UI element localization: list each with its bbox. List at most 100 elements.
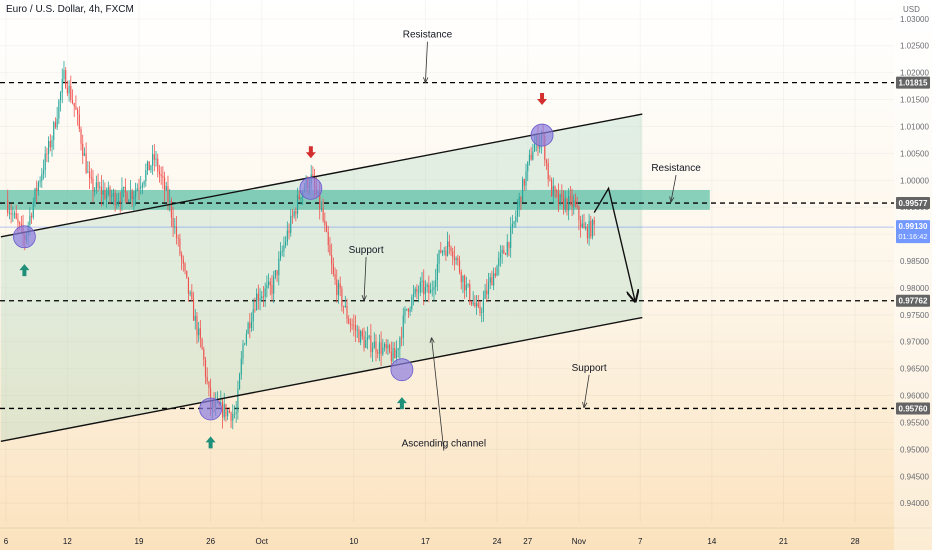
candle-body	[414, 288, 416, 294]
candle-body	[78, 114, 80, 129]
candle-body	[71, 99, 74, 103]
candle-body	[53, 122, 55, 141]
candle-body	[387, 344, 389, 349]
candle-body	[203, 349, 205, 360]
annotation-pointer	[671, 175, 677, 202]
candle-body	[170, 200, 172, 218]
y-tick-label: 1.00000	[900, 176, 929, 185]
candle-body	[464, 275, 466, 291]
candle-body	[291, 215, 294, 217]
candle-body	[129, 191, 132, 201]
candle-body	[578, 206, 580, 221]
candle-body	[455, 258, 457, 260]
x-tick-label: 28	[851, 537, 860, 546]
candle-body	[481, 312, 483, 313]
level-label-bg	[896, 197, 930, 210]
x-tick-label: 26	[206, 537, 215, 546]
candle-body	[581, 223, 583, 228]
candle-body	[361, 331, 363, 337]
candle-countdown-label: 01:16:42	[898, 232, 927, 241]
candle-body	[95, 182, 97, 190]
candle-body	[162, 176, 164, 178]
candle-body	[339, 283, 341, 289]
candle-body	[153, 154, 155, 160]
candle-body	[436, 263, 438, 281]
candle-body	[262, 296, 265, 298]
x-tick-label: 24	[493, 537, 502, 546]
candle-body	[12, 214, 14, 216]
candle-body	[107, 187, 109, 195]
price-axis-panel[interactable]	[894, 0, 932, 550]
candle-body	[138, 188, 140, 190]
candle-body	[380, 342, 382, 355]
candle-body	[554, 186, 556, 191]
candle-body	[242, 344, 244, 359]
candle-body	[32, 202, 34, 218]
candle-body	[148, 161, 150, 171]
candle-body	[286, 230, 288, 243]
y-tick-label: 0.96500	[900, 365, 929, 374]
candle-body	[511, 223, 513, 228]
candle-body	[562, 196, 565, 210]
candle-body	[250, 321, 253, 329]
annotation-pointer	[425, 41, 427, 83]
candle-body	[377, 352, 379, 354]
y-tick-label: 1.01000	[900, 122, 929, 131]
candle-body	[428, 284, 430, 294]
y-tick-label: 0.94000	[900, 499, 929, 508]
y-tick-label: 0.96000	[900, 392, 929, 401]
level-label-bg	[896, 76, 930, 89]
candle-body	[109, 187, 111, 197]
candle-body	[375, 341, 377, 353]
candle-body	[54, 122, 57, 128]
candle-body	[424, 286, 427, 295]
candle-body	[66, 88, 68, 94]
candle-body	[530, 154, 532, 160]
x-tick-label: 6	[4, 537, 9, 546]
candle-body	[189, 292, 191, 294]
candle-body	[528, 154, 531, 162]
y-tick-label: 0.95000	[900, 445, 929, 454]
arrow-up-icon	[19, 264, 30, 277]
touch-circle	[299, 176, 323, 200]
candle-body	[365, 340, 367, 348]
candle-body	[580, 220, 582, 228]
candle-body	[136, 188, 138, 191]
candle-body	[146, 161, 149, 171]
candle-body	[523, 179, 525, 186]
candle-body	[593, 219, 595, 225]
candle-body	[344, 305, 346, 308]
candle-body	[469, 284, 471, 302]
candle-body	[152, 154, 154, 166]
candle-body	[556, 190, 558, 193]
candle-body	[85, 153, 87, 173]
candle-body	[419, 281, 421, 292]
candle-body	[533, 144, 536, 152]
candle-body	[343, 306, 345, 308]
candle-body	[167, 186, 169, 203]
candle-body	[143, 181, 145, 185]
axis-currency-label: USD	[903, 5, 920, 14]
candle-body	[116, 201, 118, 206]
candle-body	[199, 328, 201, 339]
y-tick-label: 1.02000	[900, 69, 929, 78]
candle-body	[421, 280, 423, 282]
x-tick-label: 10	[349, 537, 358, 546]
candle-body	[295, 211, 297, 214]
candle-body	[239, 374, 241, 390]
y-tick-label: 0.94500	[900, 472, 929, 481]
candle-body	[474, 302, 476, 307]
candle-body	[112, 193, 114, 197]
candle-body	[196, 316, 198, 336]
candle-body	[300, 197, 302, 200]
y-tick-label: 0.97000	[900, 338, 929, 347]
candle-body	[443, 250, 445, 252]
candle-body	[438, 250, 440, 264]
candle-body	[249, 322, 251, 329]
candle-body	[406, 308, 408, 310]
candle-body	[186, 270, 188, 278]
candle-body	[354, 325, 357, 331]
candle-body	[296, 195, 299, 214]
candle-body	[13, 213, 16, 215]
